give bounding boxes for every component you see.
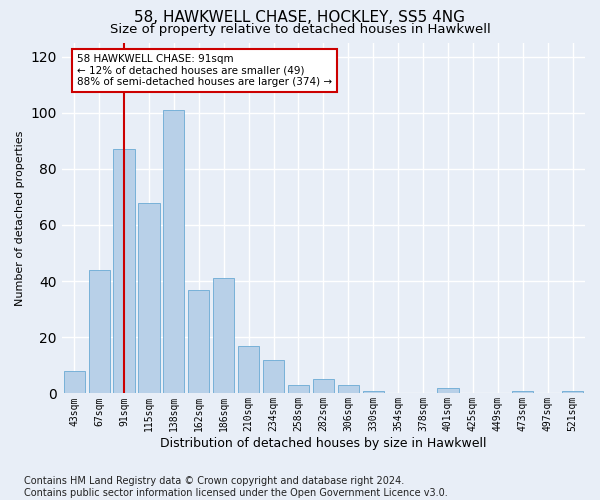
Text: 58, HAWKWELL CHASE, HOCKLEY, SS5 4NG: 58, HAWKWELL CHASE, HOCKLEY, SS5 4NG [134, 10, 466, 25]
Bar [437, 388, 458, 394]
Bar [89, 270, 110, 394]
Bar [64, 371, 85, 394]
Bar [163, 110, 184, 394]
Bar [562, 390, 583, 394]
Bar [288, 385, 309, 394]
Bar [313, 380, 334, 394]
Bar [512, 390, 533, 394]
X-axis label: Distribution of detached houses by size in Hawkwell: Distribution of detached houses by size … [160, 437, 487, 450]
Bar [338, 385, 359, 394]
Bar [113, 149, 134, 394]
Y-axis label: Number of detached properties: Number of detached properties [15, 130, 25, 306]
Bar [263, 360, 284, 394]
Bar [188, 290, 209, 394]
Bar [213, 278, 235, 394]
Text: 58 HAWKWELL CHASE: 91sqm
← 12% of detached houses are smaller (49)
88% of semi-d: 58 HAWKWELL CHASE: 91sqm ← 12% of detach… [77, 54, 332, 87]
Bar [238, 346, 259, 394]
Bar [139, 202, 160, 394]
Text: Contains HM Land Registry data © Crown copyright and database right 2024.
Contai: Contains HM Land Registry data © Crown c… [24, 476, 448, 498]
Bar [362, 390, 384, 394]
Text: Size of property relative to detached houses in Hawkwell: Size of property relative to detached ho… [110, 22, 490, 36]
